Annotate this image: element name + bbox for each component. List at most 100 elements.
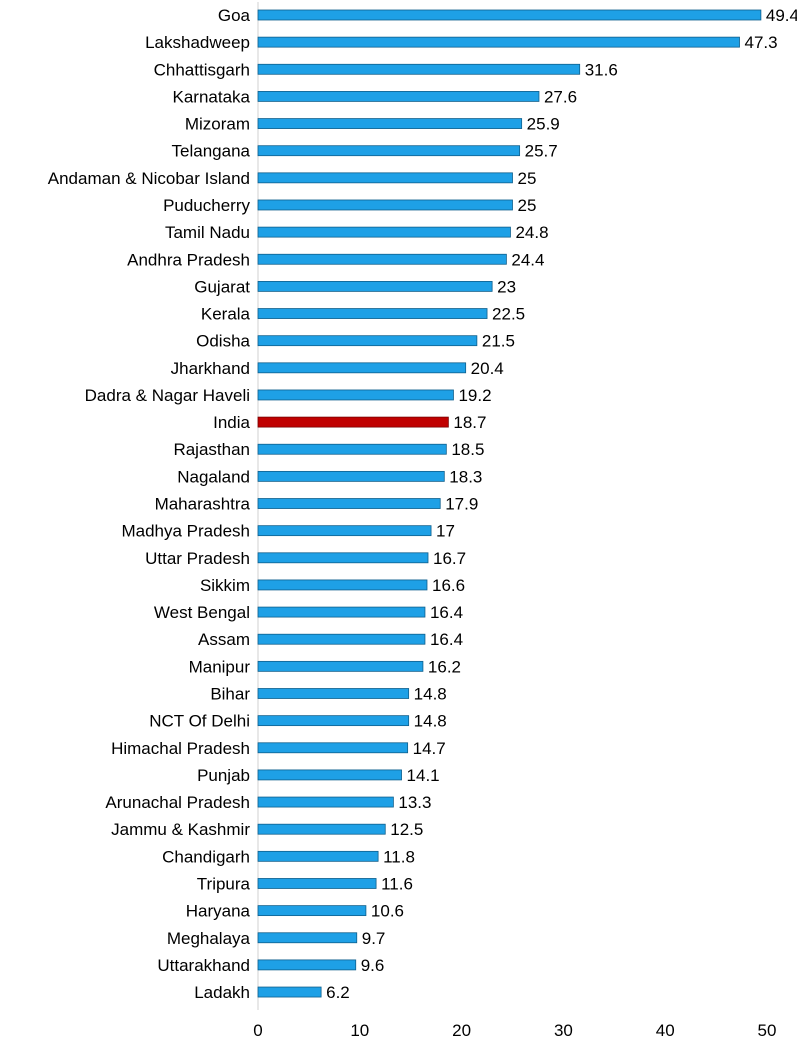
- bar-karnataka: [257, 91, 540, 102]
- value-label-haryana: 10.6: [371, 902, 404, 921]
- category-label-rajasthan: Rajasthan: [173, 440, 250, 459]
- value-label-puducherry: 25: [518, 196, 537, 215]
- category-label-jammu-kashmir: Jammu & Kashmir: [111, 820, 250, 839]
- x-tick-label-0: 0: [253, 1021, 262, 1040]
- value-label-meghalaya: 9.7: [362, 929, 386, 948]
- value-label-madhya-pradesh: 17: [436, 522, 455, 541]
- value-labels: 49.4 47.3 31.6 27.6 25.9 25.7 25 25 24.8 24.4 23 22…: [326, 6, 797, 1002]
- category-label-arunachal-pradesh: Arunachal Pradesh: [105, 793, 250, 812]
- bar-haryana: [257, 905, 367, 917]
- value-label-jharkhand: 20.4: [471, 359, 504, 378]
- value-label-uttar-pradesh: 16.7: [433, 549, 466, 568]
- category-label-ladakh: Ladakh: [194, 983, 250, 1002]
- bars-group: [257, 9, 762, 998]
- value-label-maharashtra: 17.9: [445, 495, 478, 514]
- bar-punjab: [257, 769, 402, 781]
- value-label-sikkim: 16.6: [432, 576, 465, 595]
- bar-odisha: [257, 335, 478, 347]
- bar-rajasthan: [257, 443, 447, 455]
- value-label-nct-of-delhi: 14.8: [414, 712, 447, 731]
- bar-nagaland: [257, 470, 445, 482]
- value-label-gujarat: 23: [497, 277, 516, 296]
- bar-puducherry: [257, 199, 513, 211]
- bar-himachal-pradesh: [257, 742, 409, 754]
- category-label-mizoram: Mizoram: [185, 115, 250, 134]
- category-label-puducherry: Puducherry: [163, 196, 250, 215]
- value-label-west-bengal: 16.4: [430, 603, 463, 622]
- x-tick-label-40: 40: [656, 1021, 675, 1040]
- value-label-arunachal-pradesh: 13.3: [398, 793, 431, 812]
- value-label-assam: 16.4: [430, 630, 463, 649]
- category-label-sikkim: Sikkim: [200, 576, 250, 595]
- category-label-nct-of-delhi: NCT Of Delhi: [149, 712, 250, 731]
- value-label-karnataka: 27.6: [544, 87, 577, 106]
- value-label-goa: 49.4: [766, 6, 797, 25]
- bar-tripura: [257, 878, 377, 889]
- bar-maharashtra: [257, 498, 441, 509]
- value-label-mizoram: 25.9: [527, 115, 560, 134]
- category-label-bihar: Bihar: [210, 685, 250, 704]
- bar-assam: [257, 633, 426, 645]
- category-label-manipur: Manipur: [189, 657, 251, 676]
- bar-lakshadweep: [257, 36, 740, 48]
- value-label-dadra-nagar-haveli: 19.2: [458, 386, 491, 405]
- bar-arunachal-pradesh: [257, 796, 394, 808]
- value-label-jammu-kashmir: 12.5: [390, 820, 423, 839]
- value-label-odisha: 21.5: [482, 332, 515, 351]
- category-label-kerala: Kerala: [201, 305, 251, 324]
- value-label-nagaland: 18.3: [449, 467, 482, 486]
- category-label-maharashtra: Maharashtra: [155, 495, 251, 514]
- bar-chandigarh: [257, 850, 379, 862]
- category-label-nagaland: Nagaland: [177, 467, 250, 486]
- value-label-lakshadweep: 47.3: [745, 33, 778, 52]
- bar-chhattisgarh: [257, 63, 581, 75]
- category-label-uttar-pradesh: Uttar Pradesh: [145, 549, 250, 568]
- category-label-punjab: Punjab: [197, 766, 250, 785]
- category-label-odisha: Odisha: [196, 332, 250, 351]
- category-label-goa: Goa: [218, 6, 251, 25]
- bar-dadra-nagar-haveli: [257, 389, 454, 401]
- bar-gujarat: [257, 280, 493, 292]
- category-label-jharkhand: Jharkhand: [171, 359, 250, 378]
- category-label-assam: Assam: [198, 630, 250, 649]
- category-label-india: India: [213, 413, 250, 432]
- value-label-punjab: 14.1: [407, 766, 440, 785]
- category-label-meghalaya: Meghalaya: [167, 929, 251, 948]
- x-tick-label-30: 30: [554, 1021, 573, 1040]
- value-label-ladakh: 6.2: [326, 983, 350, 1002]
- value-label-andaman-nicobar-island: 25: [518, 169, 537, 188]
- category-label-madhya-pradesh: Madhya Pradesh: [121, 522, 250, 541]
- value-label-india: 18.7: [453, 413, 486, 432]
- value-label-telangana: 25.7: [525, 142, 558, 161]
- bar-west-bengal: [257, 606, 426, 618]
- category-label-himachal-pradesh: Himachal Pradesh: [111, 739, 250, 758]
- bar-kerala: [257, 308, 488, 319]
- category-label-tripura: Tripura: [197, 874, 251, 893]
- category-label-chandigarh: Chandigarh: [162, 847, 250, 866]
- bar-goa: [257, 9, 762, 21]
- x-axis-ticks: 0 10 20 30 40 50: [253, 1021, 776, 1040]
- bar-andhra-pradesh: [257, 253, 507, 265]
- value-label-andhra-pradesh: 24.4: [511, 250, 544, 269]
- x-tick-label-20: 20: [452, 1021, 471, 1040]
- bar-jammu-kashmir: [257, 823, 386, 835]
- x-tick-label-10: 10: [350, 1021, 369, 1040]
- bar-sikkim: [257, 579, 428, 591]
- category-label-chhattisgarh: Chhattisgarh: [154, 60, 250, 79]
- category-label-dadra-nagar-haveli: Dadra & Nagar Haveli: [85, 386, 250, 405]
- value-label-bihar: 14.8: [414, 685, 447, 704]
- bar-madhya-pradesh: [257, 525, 432, 537]
- bar-nct-of-delhi: [257, 715, 410, 727]
- value-label-manipur: 16.2: [428, 657, 461, 676]
- bar-bihar: [257, 688, 410, 699]
- bar-ladakh: [257, 986, 322, 998]
- bar-jharkhand: [257, 362, 467, 374]
- category-label-gujarat: Gujarat: [194, 277, 250, 296]
- category-label-telangana: Telangana: [172, 142, 251, 161]
- bar-meghalaya: [257, 932, 358, 944]
- bar-andaman-nicobar-island: [257, 172, 513, 184]
- category-label-west-bengal: West Bengal: [154, 603, 250, 622]
- category-label-uttarakhand: Uttarakhand: [157, 956, 250, 975]
- value-label-uttarakhand: 9.6: [361, 956, 385, 975]
- value-label-chhattisgarh: 31.6: [585, 60, 618, 79]
